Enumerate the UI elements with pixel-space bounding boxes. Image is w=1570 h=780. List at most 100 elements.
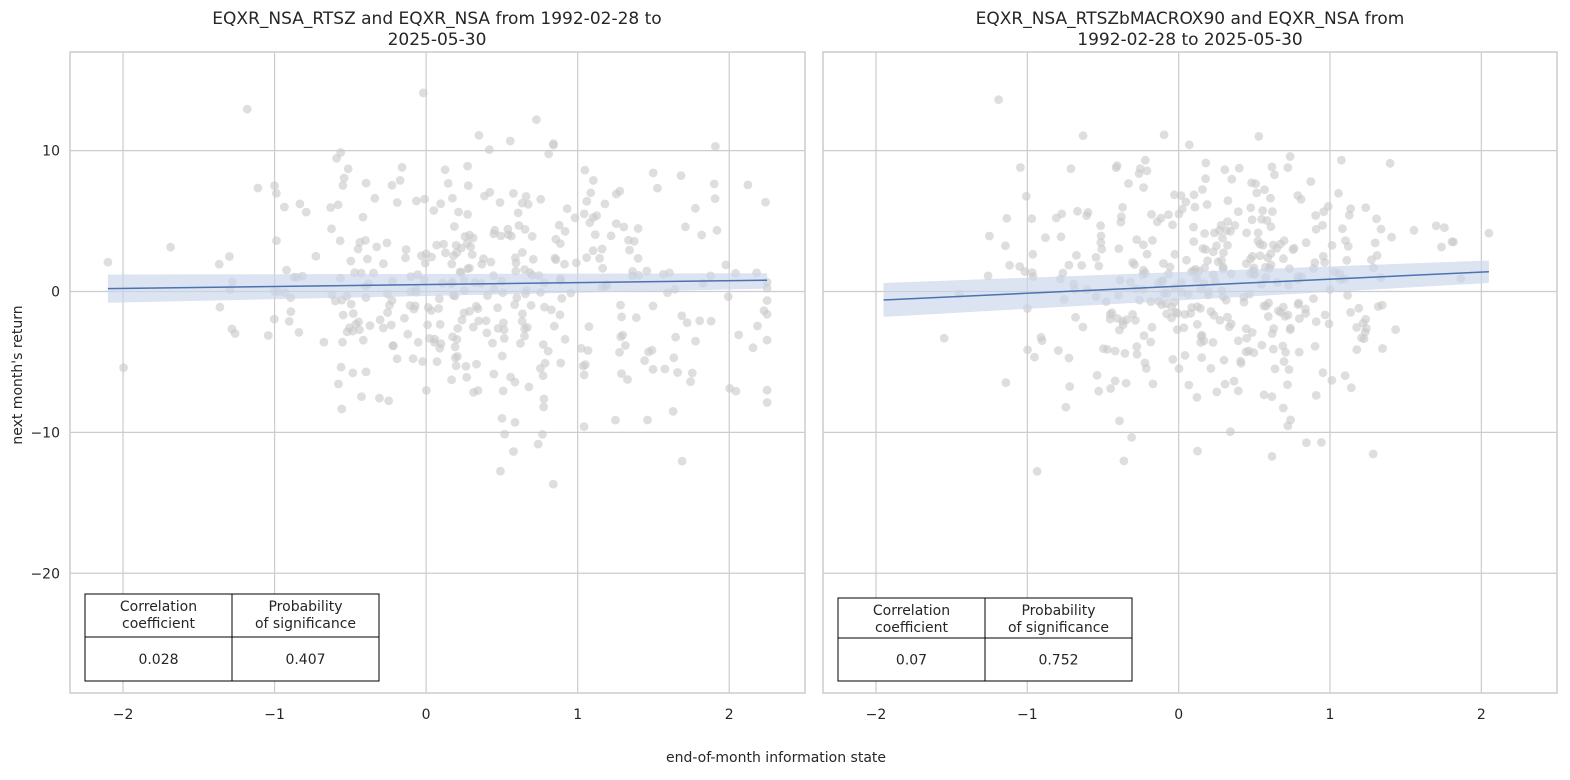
scatter-point bbox=[460, 232, 470, 241]
scatter-point bbox=[1239, 297, 1249, 307]
scatter-point bbox=[642, 266, 652, 276]
table-header-cell bbox=[231, 593, 380, 638]
scatter-point bbox=[939, 333, 949, 343]
scatter-point bbox=[544, 149, 554, 159]
scatter-point bbox=[1198, 185, 1207, 194]
scatter-point bbox=[1119, 456, 1129, 466]
scatter-point bbox=[1181, 197, 1191, 207]
scatter-point bbox=[1233, 386, 1243, 396]
scatter-point bbox=[1077, 261, 1087, 270]
scatter-point bbox=[1324, 319, 1334, 329]
scatter-point bbox=[327, 224, 336, 234]
scatter-point bbox=[1196, 304, 1205, 313]
scatter-point bbox=[295, 199, 305, 209]
scatter-point bbox=[731, 386, 741, 396]
scatter-point bbox=[616, 300, 625, 310]
scatter-point bbox=[1310, 341, 1320, 351]
scatter-point bbox=[1201, 174, 1210, 184]
scatter-point bbox=[1041, 233, 1050, 243]
scatter-point bbox=[1270, 364, 1280, 374]
scatter-point bbox=[348, 326, 358, 336]
scatter-point bbox=[272, 236, 281, 246]
scatter-point bbox=[477, 259, 487, 269]
scatter-point bbox=[1212, 241, 1221, 251]
scatter-point bbox=[1227, 174, 1237, 184]
x-tick-label: −2 bbox=[866, 707, 887, 723]
scatter-point bbox=[1159, 130, 1169, 140]
scatter-point bbox=[590, 230, 600, 240]
scatter-point bbox=[1139, 331, 1149, 340]
scatter-point bbox=[1132, 235, 1142, 245]
scatter-point bbox=[1267, 329, 1277, 338]
scatter-point bbox=[451, 241, 461, 250]
scatter-point bbox=[499, 318, 508, 328]
scatter-point bbox=[334, 379, 343, 389]
scatter-point bbox=[1368, 449, 1378, 459]
scatter-point bbox=[119, 363, 128, 373]
scatter-point bbox=[1233, 207, 1243, 217]
scatter-point bbox=[1200, 229, 1209, 238]
scatter-point bbox=[1172, 325, 1182, 334]
scatter-point bbox=[1096, 221, 1105, 231]
scatter-point bbox=[1377, 300, 1387, 310]
scatter-point bbox=[401, 253, 410, 263]
scatter-point bbox=[294, 328, 304, 337]
scatter-point bbox=[1167, 313, 1176, 323]
scatter-point bbox=[1346, 308, 1355, 317]
scatter-point bbox=[272, 189, 281, 198]
scatter-point bbox=[1372, 251, 1382, 260]
scatter-point bbox=[1121, 378, 1131, 388]
scatter-point bbox=[557, 294, 567, 303]
scatter-point bbox=[548, 479, 558, 489]
x-tick-label: −2 bbox=[113, 707, 134, 723]
scatter-point bbox=[536, 194, 546, 204]
scatter-point bbox=[493, 303, 502, 313]
scatter-point bbox=[611, 189, 621, 199]
scatter-point bbox=[686, 377, 695, 387]
scatter-point bbox=[1066, 164, 1076, 174]
scatter-point bbox=[1216, 220, 1226, 230]
scatter-point bbox=[1259, 390, 1269, 400]
scatter-point bbox=[580, 165, 590, 175]
scatter-point bbox=[1182, 255, 1191, 265]
scatter-point bbox=[1247, 328, 1257, 337]
scatter-point bbox=[392, 198, 402, 207]
scatter-point bbox=[242, 104, 252, 114]
scatter-point bbox=[1278, 341, 1288, 351]
scatter-point bbox=[528, 254, 538, 264]
scatter-point bbox=[453, 324, 463, 333]
scatter-point bbox=[1266, 222, 1276, 232]
scatter-point bbox=[1293, 191, 1303, 200]
scatter-point bbox=[1219, 355, 1229, 365]
scatter-point bbox=[691, 336, 700, 346]
scatter-point bbox=[1200, 263, 1210, 273]
scatter-point bbox=[474, 131, 484, 140]
scatter-point bbox=[363, 254, 372, 264]
scatter-point bbox=[1096, 231, 1106, 241]
scatter-point bbox=[1346, 204, 1355, 214]
scatter-point bbox=[697, 230, 707, 240]
scatter-point bbox=[496, 466, 505, 476]
scatter-point bbox=[509, 447, 518, 456]
scatter-point bbox=[1167, 302, 1176, 312]
table-header-cell bbox=[984, 597, 1133, 639]
scatter-point bbox=[1409, 225, 1419, 235]
scatter-point bbox=[1082, 211, 1091, 221]
scatter-point bbox=[1001, 241, 1010, 251]
scatter-point bbox=[453, 352, 462, 361]
scatter-point bbox=[382, 238, 392, 248]
scatter-point bbox=[1192, 393, 1202, 402]
scatter-point bbox=[392, 354, 402, 364]
scatter-point bbox=[230, 329, 240, 338]
scatter-point bbox=[1001, 378, 1011, 387]
scatter-point bbox=[1078, 131, 1088, 141]
scatter-point bbox=[383, 308, 392, 317]
scatter-point bbox=[1311, 211, 1321, 220]
scatter-point bbox=[434, 304, 443, 313]
scatter-point bbox=[1258, 206, 1268, 216]
scatter-point bbox=[448, 193, 457, 203]
scatter-point bbox=[578, 361, 588, 371]
scatter-point bbox=[1385, 158, 1395, 168]
scatter-point bbox=[1170, 190, 1179, 200]
scatter-point bbox=[706, 316, 716, 326]
